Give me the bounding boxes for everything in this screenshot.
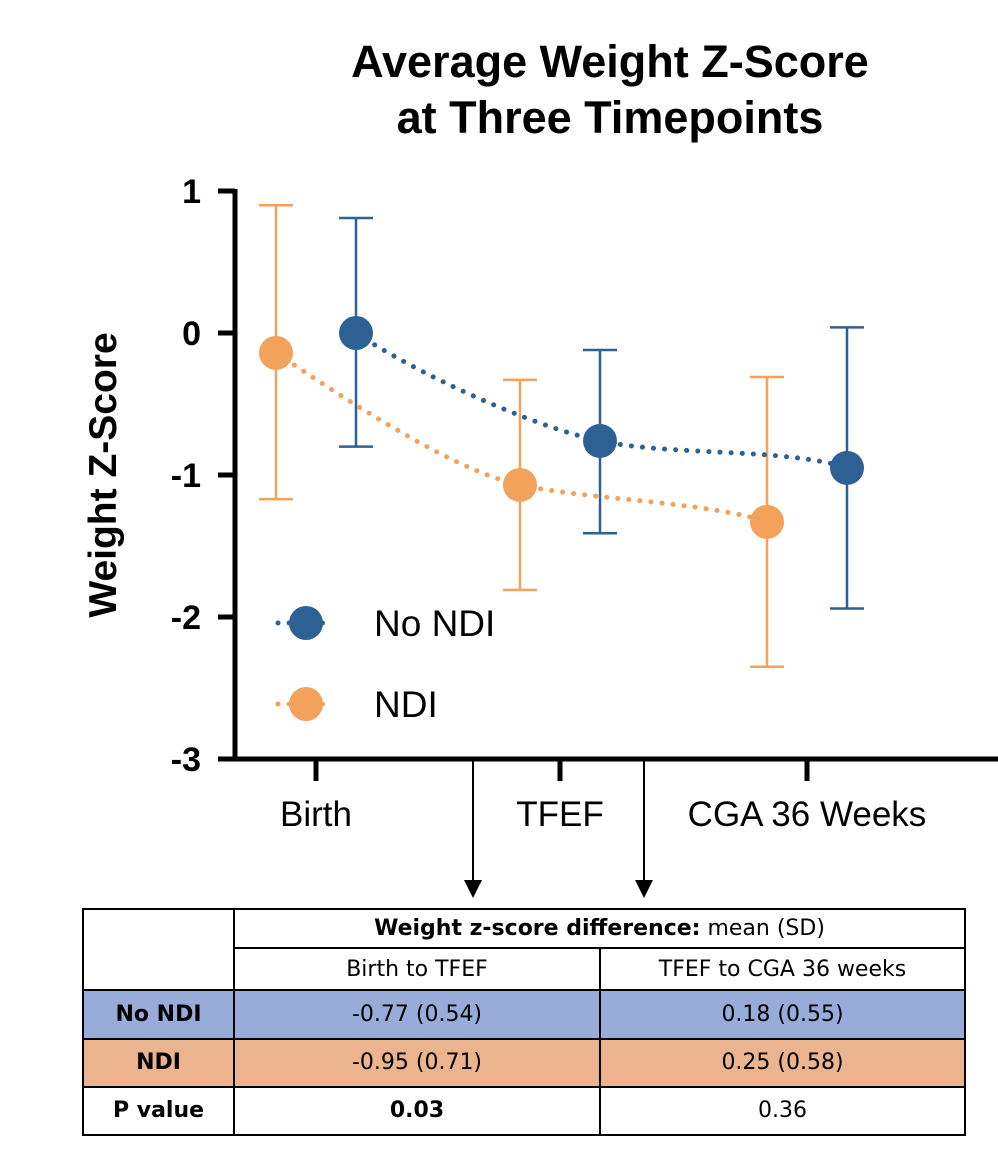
table-header: Weight z-score difference: mean (SD) <box>232 907 967 950</box>
table-cell: 0.18 (0.55) <box>598 989 967 1040</box>
column-header-tfef-to-cga: TFEF to CGA 36 weeks <box>598 947 967 992</box>
column-header-birth-to-tfef: Birth to TFEF <box>233 947 601 992</box>
x-tick-label: CGA 36 Weeks <box>688 795 927 834</box>
y-tick-label: 0 <box>182 315 201 353</box>
y-tick-label: -1 <box>171 457 201 495</box>
x-tick-label: Birth <box>280 795 352 834</box>
table-header-bold: Weight z-score difference: <box>374 916 701 942</box>
table-cell: -0.95 (0.71) <box>233 1037 601 1088</box>
table-corner-cell <box>82 907 235 992</box>
chart-title-line-2: at Three Timepoints <box>396 92 824 143</box>
data-point-no-ndi <box>830 450 864 485</box>
data-point-no-ndi <box>583 423 617 458</box>
table-row-no-ndi: No NDI -0.77 (0.54) 0.18 (0.55) <box>82 989 967 1040</box>
x-tick-label: TFEF <box>516 795 603 834</box>
table-row-p-value: P value 0.03 0.36 <box>82 1085 967 1137</box>
y-tick-label: 1 <box>182 173 201 211</box>
data-point-ndi <box>259 335 293 370</box>
data-point-no-ndi <box>339 316 373 350</box>
row-label: NDI <box>82 1037 235 1088</box>
legend-label: NDI <box>374 684 438 725</box>
chart-title-line-1: Average Weight Z-Score <box>351 36 869 87</box>
table-cell: 0.36 <box>598 1085 967 1137</box>
data-point-ndi <box>503 467 537 502</box>
table-cell: 0.25 (0.58) <box>598 1037 967 1088</box>
table-row-ndi: NDI -0.95 (0.71) 0.25 (0.58) <box>82 1037 967 1088</box>
row-label: P value <box>82 1085 235 1137</box>
chart-title: Average Weight Z-Score at Three Timepoin… <box>240 34 980 146</box>
y-axis-label: Weight Z-Score <box>82 332 125 617</box>
connector-arrow-head <box>635 880 653 898</box>
table-cell: 0.03 <box>233 1085 601 1137</box>
y-tick-label: -3 <box>171 741 201 779</box>
row-label: No NDI <box>82 989 235 1040</box>
legend-label: No NDI <box>374 603 495 644</box>
table-header-rest: mean (SD) <box>700 916 825 942</box>
data-point-ndi <box>750 504 784 539</box>
legend-marker <box>289 687 323 721</box>
y-tick-label: -2 <box>171 599 201 637</box>
zscore-difference-table: Weight z-score difference: mean (SD) Bir… <box>82 907 967 1137</box>
legend-marker <box>289 606 323 640</box>
table-cell: -0.77 (0.54) <box>233 989 601 1040</box>
weight-zscore-chart: Weight Z-Score 1 0 -1 -2 -3 Birth TFEF CGA 36 W… <box>82 173 998 898</box>
connector-arrow-head <box>464 880 482 898</box>
